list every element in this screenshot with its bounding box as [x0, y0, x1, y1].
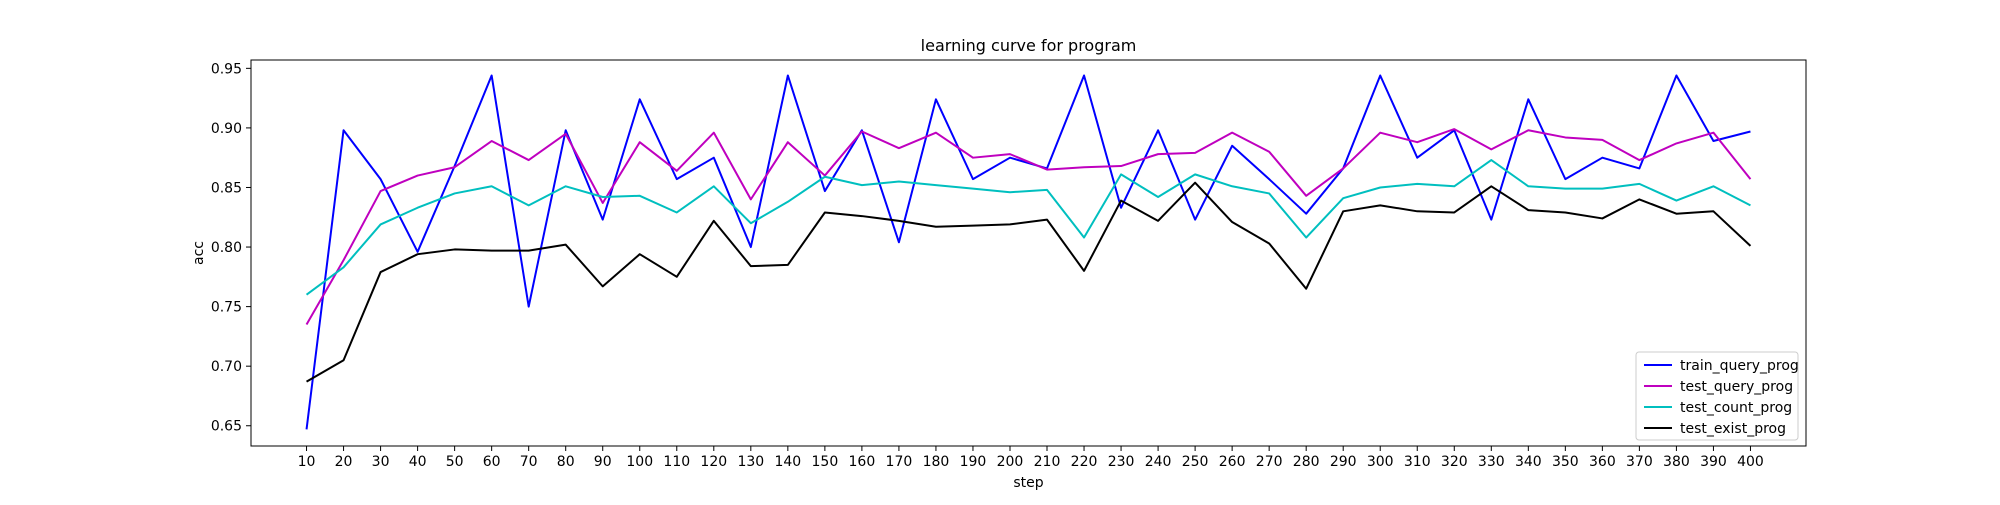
x-tick-label: 50: [446, 454, 464, 470]
x-tick-label: 120: [700, 454, 727, 470]
x-tick-label: 200: [997, 454, 1024, 470]
y-tick-label: 0.80: [211, 240, 242, 256]
x-tick-label: 80: [557, 454, 575, 470]
series-line-test-count-prog: [305, 159, 1751, 296]
x-tick-label: 320: [1441, 454, 1468, 470]
x-tick-label: 70: [520, 454, 538, 470]
x-tick-label: 110: [663, 454, 690, 470]
legend-label: test_exist_prog: [1680, 421, 1786, 437]
x-tick-label: 150: [812, 454, 839, 470]
x-tick-label: 270: [1256, 454, 1283, 470]
x-tick-label: 30: [372, 454, 390, 470]
legend: train_query_prog test_query_prog test_coun…: [1635, 351, 1799, 441]
x-tick-label: 290: [1330, 454, 1357, 470]
x-tick-label: 380: [1663, 454, 1690, 470]
chart-title: learning curve for program: [921, 36, 1137, 55]
x-tick-label: 250: [1182, 454, 1209, 470]
x-tick-label: 330: [1478, 454, 1505, 470]
legend-label: test_count_prog: [1680, 400, 1792, 416]
y-axis-label: acc: [191, 241, 207, 265]
x-tick-label: 100: [626, 454, 653, 470]
x-tick-label: 370: [1626, 454, 1653, 470]
x-tick-label: 350: [1552, 454, 1579, 470]
legend-label: train_query_prog: [1680, 358, 1799, 374]
x-tick-label: 230: [1108, 454, 1135, 470]
series-line-test-query-prog: [305, 128, 1752, 325]
legend-box: [1635, 351, 1799, 441]
x-tick-label: 10: [298, 454, 316, 470]
x-tick-label: 220: [1071, 454, 1098, 470]
x-tick-label: 140: [774, 454, 801, 470]
x-tick-label: 340: [1515, 454, 1542, 470]
y-tick-label: 0.65: [211, 419, 242, 435]
y-tick-label: 0.95: [211, 61, 242, 77]
x-tick-label: 400: [1737, 454, 1764, 470]
y-tick-label: 0.70: [211, 359, 242, 375]
y-axis-ticks: 0.65 0.70 0.75 0.80 0.85 0.90 0.95: [211, 61, 251, 435]
x-tick-label: 310: [1404, 454, 1431, 470]
x-tick-label: 280: [1293, 454, 1320, 470]
x-axis-ticks: 10 20 30 40 50 60 70 80 90 100 110 120 130 140 150 160 1…: [298, 446, 1764, 470]
x-axis-label: step: [1013, 475, 1043, 491]
x-tick-label: 240: [1145, 454, 1172, 470]
plot-area: [250, 59, 1807, 447]
x-tick-label: 260: [1219, 454, 1246, 470]
x-tick-label: 130: [737, 454, 764, 470]
x-tick-label: 190: [960, 454, 987, 470]
y-tick-label: 0.90: [211, 121, 242, 137]
x-tick-label: 180: [923, 454, 950, 470]
x-tick-label: 360: [1589, 454, 1616, 470]
x-tick-label: 60: [483, 454, 501, 470]
x-tick-label: 390: [1700, 454, 1727, 470]
series-line-test-exist-prog: [306, 181, 1752, 383]
y-tick-label: 0.75: [211, 300, 242, 316]
x-tick-label: 210: [1034, 454, 1061, 470]
y-tick-label: 0.85: [211, 180, 242, 196]
x-tick-label: 90: [594, 454, 612, 470]
x-tick-label: 170: [886, 454, 913, 470]
x-tick-label: 300: [1367, 454, 1394, 470]
x-tick-label: 40: [409, 454, 427, 470]
legend-label: test_query_prog: [1680, 379, 1793, 395]
x-tick-label: 160: [849, 454, 876, 470]
series-lines: [305, 74, 1752, 430]
series-line-train-query-prog: [305, 74, 1751, 430]
x-tick-label: 20: [335, 454, 353, 470]
